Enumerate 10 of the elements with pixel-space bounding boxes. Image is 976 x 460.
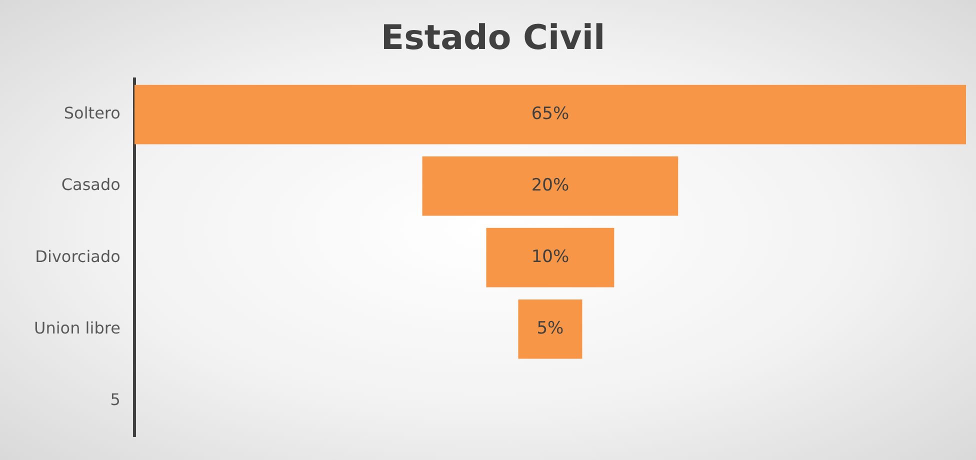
category-label: 5 [110,390,120,409]
data-label: 10% [531,247,570,268]
category-label: Casado [61,175,120,194]
category-label: Divorciado [35,246,120,266]
text: Estado Civil [380,18,606,58]
data-label: 20% [531,176,570,196]
category-label: Union libre [34,318,120,338]
category-label: Soltero [64,104,120,123]
data-label: 65% [531,104,570,124]
data-label: 5% [536,318,564,339]
